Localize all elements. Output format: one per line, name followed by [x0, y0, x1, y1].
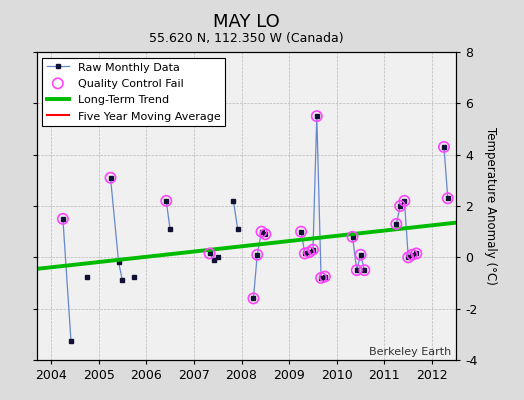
Line: Raw Monthly Data: Raw Monthly Data: [61, 217, 73, 342]
Quality Control Fail: [360, 267, 368, 273]
Quality Control Fail: [162, 198, 170, 204]
Quality Control Fail: [440, 144, 448, 150]
Quality Control Fail: [106, 174, 115, 181]
Quality Control Fail: [205, 250, 214, 257]
Legend: Raw Monthly Data, Quality Control Fail, Long-Term Trend, Five Year Moving Averag: Raw Monthly Data, Quality Control Fail, …: [42, 58, 225, 126]
Quality Control Fail: [309, 246, 317, 253]
Quality Control Fail: [348, 234, 357, 240]
Quality Control Fail: [317, 275, 325, 281]
Quality Control Fail: [396, 203, 405, 209]
Quality Control Fail: [321, 273, 329, 280]
Quality Control Fail: [353, 267, 361, 273]
Quality Control Fail: [444, 195, 452, 202]
Quality Control Fail: [400, 198, 409, 204]
Quality Control Fail: [59, 216, 67, 222]
Y-axis label: Temperature Anomaly (°C): Temperature Anomaly (°C): [484, 127, 497, 285]
Quality Control Fail: [313, 113, 321, 119]
Quality Control Fail: [356, 252, 365, 258]
Quality Control Fail: [249, 295, 258, 302]
Title: MAY LO: MAY LO: [213, 13, 280, 31]
Quality Control Fail: [392, 221, 400, 227]
Text: 55.620 N, 112.350 W (Canada): 55.620 N, 112.350 W (Canada): [149, 32, 344, 45]
Quality Control Fail: [297, 228, 305, 235]
Raw Monthly Data: [68, 338, 74, 343]
Quality Control Fail: [261, 231, 269, 238]
Raw Monthly Data: [60, 216, 66, 221]
Quality Control Fail: [305, 249, 313, 256]
Quality Control Fail: [404, 254, 412, 260]
Quality Control Fail: [408, 252, 416, 258]
Quality Control Fail: [412, 250, 421, 257]
Quality Control Fail: [301, 250, 309, 257]
Text: Berkeley Earth: Berkeley Earth: [369, 347, 452, 357]
Quality Control Fail: [257, 228, 266, 235]
Quality Control Fail: [253, 252, 261, 258]
